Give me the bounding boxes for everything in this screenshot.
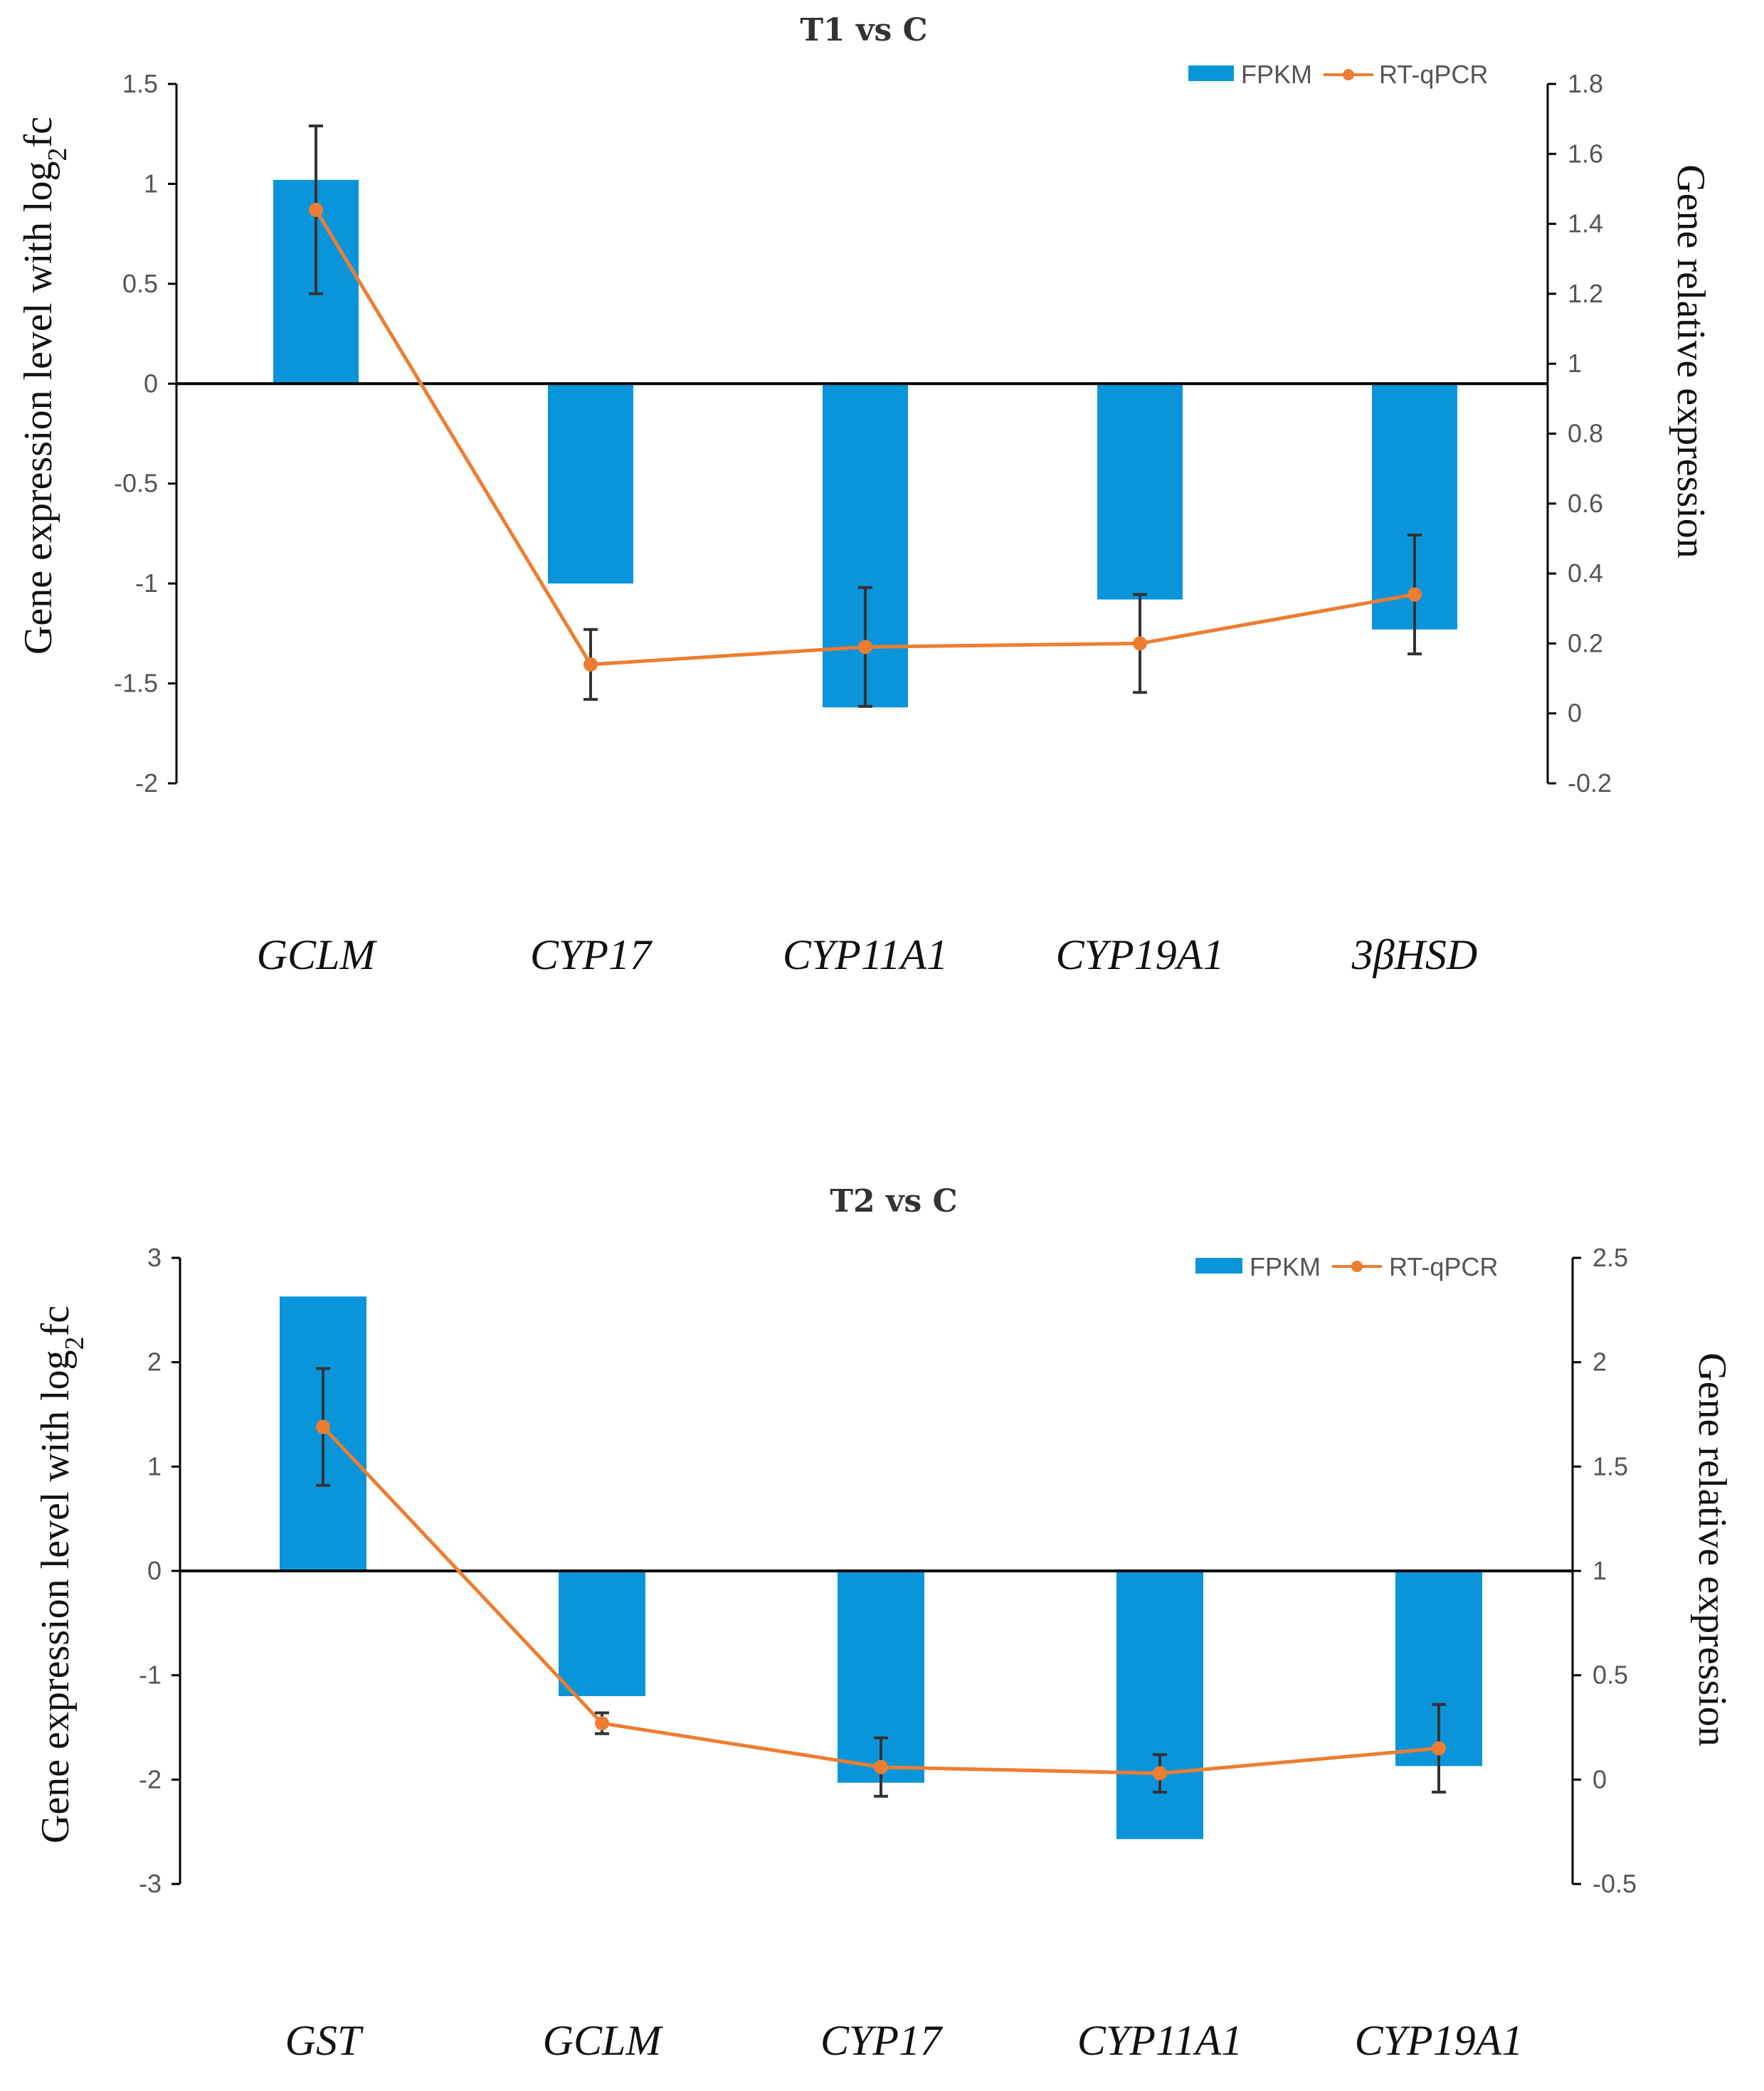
y-tick-label-right: 0 — [1593, 1764, 1607, 1794]
point-rtqpcr-gclm — [309, 202, 323, 217]
chart-t1-vs-c: T1 vs C Gene expression level with log2f… — [16, 12, 1713, 978]
chart-title: T2 vs C — [830, 1183, 957, 1219]
y-tick-label-right: 0.4 — [1568, 559, 1603, 588]
legend-swatch-fpkm — [1188, 65, 1234, 81]
point-rtqpcr-cyp17 — [583, 657, 598, 672]
point-rtqpcr-cyp11a1 — [858, 640, 872, 655]
plot-area: 1.5 1 0.5 0 -0.5 -1 -1.5 -2 1.8 1.6 1.4 1.2 1 0.8 0.6 0… — [114, 69, 1612, 978]
bar-fpkm-gclm — [559, 1571, 645, 1696]
bar-fpkm-cyp17 — [548, 383, 633, 584]
chart-t2-vs-c: T2 vs C Gene expression level with log2f… — [33, 1183, 1734, 2064]
y-tick-label-right: 0.8 — [1568, 419, 1603, 448]
y-tick-label-right: 1 — [1593, 1556, 1607, 1585]
y-tick-label-left: 1 — [144, 169, 158, 198]
y-axis-left-label: Gene expression level with log2fc — [33, 1306, 90, 1843]
y-tick-label-right: 1.8 — [1568, 69, 1603, 98]
y-tick-label-right: 1.5 — [1593, 1451, 1628, 1481]
y-tick-label-right: 0.6 — [1568, 489, 1603, 518]
y-tick-label-left: -3 — [139, 1869, 162, 1898]
legend: FPKM RT-qPCR — [1195, 1252, 1498, 1281]
plot-area: 3 2 1 0 -1 -2 -3 2.5 2 1.5 1 0.5 0 -0.5 GST GCLM CYP17 CY… — [139, 1243, 1637, 2064]
y-tick-label-left: -1 — [139, 1661, 162, 1690]
y-tick-label-right: 0.2 — [1568, 628, 1603, 657]
category-label: CYP19A1 — [1355, 2017, 1523, 2064]
legend-marker-rtqpcr — [1343, 69, 1354, 80]
legend-swatch-fpkm — [1195, 1258, 1242, 1274]
point-rtqpcr-cyp19a1 — [1432, 1741, 1446, 1756]
y-tick-label-right: 1.4 — [1568, 209, 1603, 238]
y-tick-label-left: -2 — [139, 1764, 162, 1794]
y-tick-label-left: 3 — [147, 1243, 162, 1272]
point-rtqpcr-cyp19a1 — [1133, 636, 1147, 651]
y-tick-label-left: -1.5 — [114, 669, 158, 698]
category-label: GCLM — [543, 2017, 664, 2064]
bar-fpkm-cyp11a1 — [1116, 1571, 1203, 1839]
y-tick-label-right: 0 — [1568, 699, 1582, 728]
y-axis-left-label: Gene expression level with log2fc — [16, 117, 73, 655]
legend-label-fpkm: FPKM — [1250, 1252, 1321, 1281]
y-tick-label-right: 1.6 — [1568, 139, 1603, 168]
legend-marker-rtqpcr — [1351, 1261, 1363, 1272]
legend-label-fpkm: FPKM — [1241, 60, 1312, 89]
y-tick-label-right: 0.5 — [1593, 1661, 1628, 1690]
y-tick-label-right: -0.2 — [1568, 768, 1612, 798]
point-rtqpcr-3βhsd — [1407, 587, 1422, 602]
y-tick-label-left: -2 — [135, 768, 158, 798]
y-tick-label-right: 1.2 — [1568, 279, 1603, 308]
category-label: CYP17 — [820, 2017, 944, 2064]
y-tick-label-left: 0 — [147, 1556, 162, 1585]
legend-label-rtqpcr: RT-qPCR — [1389, 1252, 1498, 1281]
category-label: CYP11A1 — [1077, 2017, 1242, 2064]
y-tick-label-left: 0 — [144, 369, 158, 398]
category-label: CYP19A1 — [1056, 931, 1225, 978]
bar-fpkm-cyp19a1 — [1097, 383, 1183, 600]
category-label: GCLM — [257, 931, 378, 978]
y-tick-label-left: -1 — [135, 568, 158, 598]
y-tick-label-left: 2 — [147, 1348, 162, 1377]
y-axis-right-label: Gene relative expression — [1669, 164, 1713, 559]
y-tick-label-left: -0.5 — [114, 469, 158, 498]
y-tick-label-right: -0.5 — [1593, 1869, 1637, 1898]
category-label: CYP11A1 — [783, 931, 948, 978]
point-rtqpcr-cyp17 — [874, 1759, 888, 1774]
legend-label-rtqpcr: RT-qPCR — [1379, 60, 1488, 89]
legend: FPKM RT-qPCR — [1188, 60, 1488, 89]
chart-title: T1 vs C — [800, 12, 927, 48]
point-rtqpcr-gclm — [595, 1716, 609, 1731]
category-label: 3βHSD — [1351, 931, 1478, 978]
y-tick-label-right: 2.5 — [1593, 1243, 1628, 1272]
category-label: GST — [285, 2017, 364, 2064]
y-axis-right-label: Gene relative expression — [1690, 1352, 1734, 1747]
y-tick-label-right: 1 — [1568, 349, 1582, 378]
point-rtqpcr-gst — [316, 1419, 330, 1434]
y-tick-label-left: 1 — [147, 1451, 162, 1481]
y-tick-label-right: 2 — [1593, 1348, 1607, 1377]
y-tick-label-left: 0.5 — [122, 269, 158, 298]
y-tick-label-left: 1.5 — [122, 69, 158, 98]
category-label: CYP17 — [530, 931, 653, 978]
point-rtqpcr-cyp11a1 — [1153, 1766, 1167, 1781]
